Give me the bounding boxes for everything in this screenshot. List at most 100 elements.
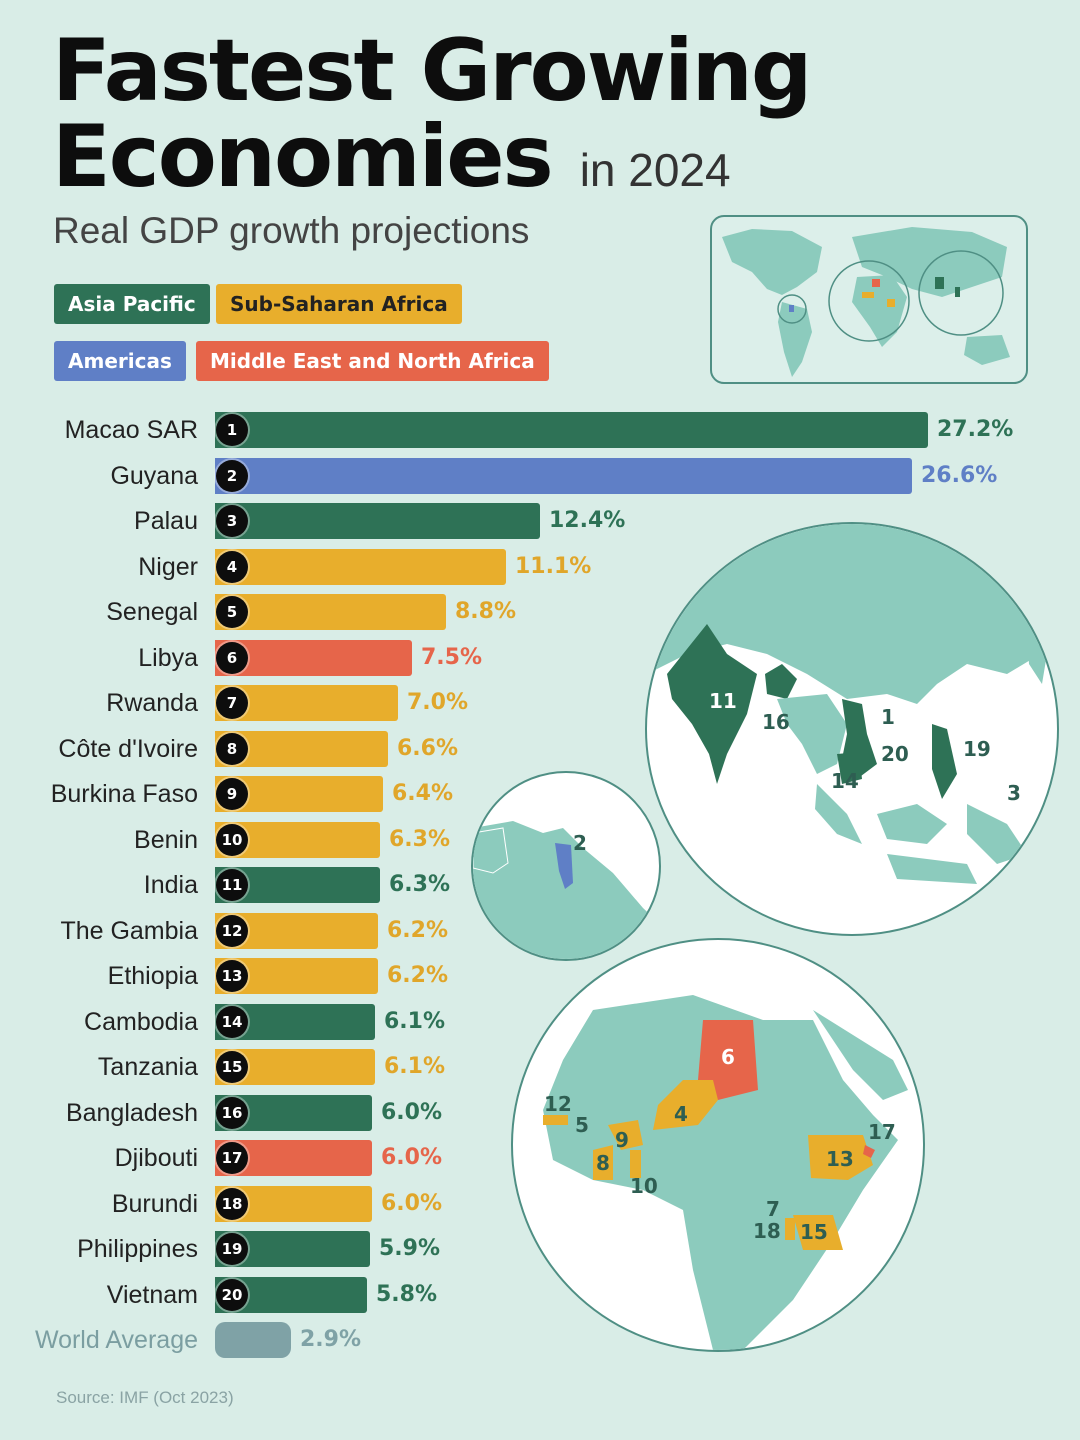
country-label: Palau xyxy=(134,507,198,535)
rank-badge: 12 xyxy=(216,915,248,947)
value-label: 7.5% xyxy=(421,645,483,670)
chart-bar xyxy=(215,412,928,448)
rank-badge: 2 xyxy=(216,460,248,492)
africa-map-label: 13 xyxy=(826,1147,854,1171)
country-label: Benin xyxy=(134,826,198,854)
world-average-label: World Average xyxy=(34,1326,198,1354)
rank-badge: 7 xyxy=(216,687,248,719)
asia-map-label: 14 xyxy=(831,769,859,793)
value-label: 6.0% xyxy=(381,1145,443,1170)
africa-map-label: 15 xyxy=(800,1220,828,1244)
rank-badge: 19 xyxy=(216,1233,248,1265)
rank-badge: 14 xyxy=(216,1006,248,1038)
asia-map-graphic: 11 16 1 20 19 14 3 xyxy=(647,524,1057,884)
world-average-value: 2.9% xyxy=(300,1327,362,1352)
country-label: Philippines xyxy=(77,1235,198,1263)
legend-middle-east-north-africa: Middle East and North Africa xyxy=(196,341,549,381)
asia-map-label: 19 xyxy=(963,737,991,761)
page-title-suffix: in 2024 xyxy=(579,144,731,196)
page-title-line1: Fastest Growing xyxy=(52,21,812,121)
value-label: 6.6% xyxy=(397,736,459,761)
country-label: The Gambia xyxy=(60,917,198,945)
value-label: 6.2% xyxy=(387,918,449,943)
africa-map-label: 4 xyxy=(674,1102,688,1126)
country-label: Rwanda xyxy=(106,689,198,717)
africa-map-label: 8 xyxy=(596,1151,610,1175)
rank-badge: 10 xyxy=(216,824,248,856)
rank-badge: 4 xyxy=(216,551,248,583)
americas-map-graphic: 2 xyxy=(473,821,659,959)
page-subtitle: Real GDP growth projections xyxy=(53,210,530,251)
value-label: 6.4% xyxy=(392,781,454,806)
africa-map: 6 12 5 4 9 8 10 17 13 7 18 15 xyxy=(511,938,925,1352)
value-label: 27.2% xyxy=(937,417,1014,442)
value-label: 6.0% xyxy=(381,1100,443,1125)
rank-badge: 18 xyxy=(216,1188,248,1220)
value-label: 6.1% xyxy=(384,1054,446,1079)
source-note: Source: IMF (Oct 2023) xyxy=(56,1388,234,1407)
page-title-main: Economies xyxy=(52,107,554,207)
asia-map-label: 16 xyxy=(762,710,790,734)
value-label: 26.6% xyxy=(921,463,998,488)
value-label: 6.3% xyxy=(389,827,451,852)
rank-badge: 3 xyxy=(216,505,248,537)
country-label: Vietnam xyxy=(106,1281,198,1309)
country-label: Tanzania xyxy=(97,1053,198,1081)
rank-badge: 16 xyxy=(216,1097,248,1129)
country-label: Ethiopia xyxy=(107,962,198,990)
value-label: 12.4% xyxy=(549,508,626,533)
country-label: Guyana xyxy=(110,462,198,490)
rank-badge: 1 xyxy=(216,414,248,446)
rank-badge: 6 xyxy=(216,642,248,674)
asia-map-label: 1 xyxy=(881,705,895,729)
americas-map-label: 2 xyxy=(573,831,587,855)
africa-map-label: 9 xyxy=(615,1128,629,1152)
value-label: 6.3% xyxy=(389,872,451,897)
country-label: Senegal xyxy=(106,598,198,626)
africa-map-label: 5 xyxy=(575,1113,589,1137)
country-label: Burkina Faso xyxy=(50,780,198,808)
country-label: Côte d'Ivoire xyxy=(58,735,198,763)
value-label: 11.1% xyxy=(515,554,592,579)
rank-badge: 17 xyxy=(216,1142,248,1174)
asia-pacific-map: 11 16 1 20 19 14 3 xyxy=(645,522,1059,936)
chart-bar xyxy=(215,594,446,630)
country-label: Djibouti xyxy=(114,1144,198,1172)
americas-map: 2 xyxy=(471,771,661,961)
world-average-bar xyxy=(215,1322,291,1358)
chart-bar xyxy=(215,503,540,539)
africa-map-label: 10 xyxy=(630,1174,658,1198)
value-label: 7.0% xyxy=(407,690,469,715)
africa-map-label: 7 xyxy=(766,1197,780,1221)
rank-badge: 8 xyxy=(216,733,248,765)
value-label: 6.2% xyxy=(387,963,449,988)
asia-map-label: 20 xyxy=(881,742,909,766)
legend-sub-saharan-africa: Sub-Saharan Africa xyxy=(216,284,462,324)
value-label: 8.8% xyxy=(455,599,517,624)
legend-americas: Americas xyxy=(54,341,186,381)
value-label: 6.0% xyxy=(381,1191,443,1216)
rank-badge: 15 xyxy=(216,1051,248,1083)
africa-map-label: 6 xyxy=(721,1045,735,1069)
country-label: Burundi xyxy=(111,1190,198,1218)
value-label: 6.1% xyxy=(384,1009,446,1034)
value-label: 5.8% xyxy=(376,1282,438,1307)
legend-asia-pacific: Asia Pacific xyxy=(54,284,210,324)
africa-map-label: 17 xyxy=(868,1120,896,1144)
asia-map-label: 3 xyxy=(1007,781,1021,805)
rank-badge: 20 xyxy=(216,1279,248,1311)
africa-map-label: 18 xyxy=(753,1219,781,1243)
country-label: Cambodia xyxy=(84,1008,198,1036)
rank-badge: 11 xyxy=(216,869,248,901)
country-label: Niger xyxy=(138,553,198,581)
value-label: 5.9% xyxy=(379,1236,441,1261)
country-label: Bangladesh xyxy=(65,1099,198,1127)
africa-map-label: 12 xyxy=(544,1092,572,1116)
rank-badge: 9 xyxy=(216,778,248,810)
asia-map-label: 11 xyxy=(709,689,737,713)
rank-badge: 5 xyxy=(216,596,248,628)
country-label: Macao SAR xyxy=(64,416,198,444)
page-title-line2: Economies in 2024 xyxy=(52,112,731,215)
world-map-graphic xyxy=(722,227,1010,377)
country-label: India xyxy=(143,871,198,899)
